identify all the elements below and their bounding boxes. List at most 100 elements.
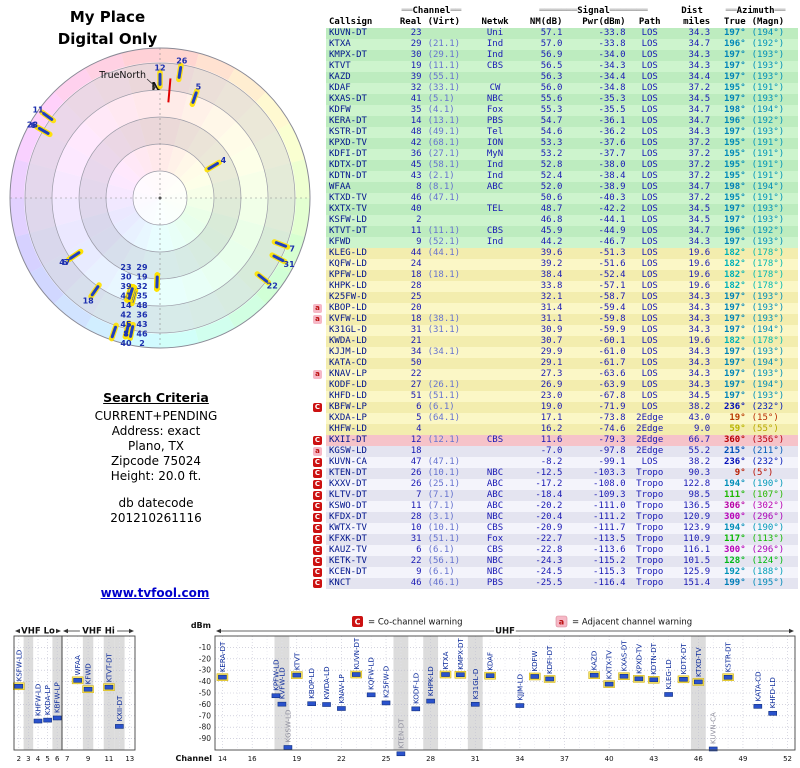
cell-callsign[interactable]: KHPK-LD — [329, 281, 367, 291]
cell-callsign[interactable]: KTVT — [329, 61, 351, 71]
cell-callsign[interactable]: KLEG-LD — [329, 248, 367, 258]
cell-callsign[interactable]: KXII-DT C — [313, 435, 367, 445]
channel-tick-label: 28 — [426, 755, 435, 763]
table-row: KDTN-DT 43 (2.1) Ind 52.4 -38.4 LOS 37.2 195° (19… — [326, 171, 798, 182]
cell-callsign[interactable]: KDAF — [329, 83, 351, 93]
cell-callsign[interactable]: KODF-LD — [329, 380, 367, 390]
cell-callsign[interactable]: KPFW-LD — [329, 270, 367, 280]
cell-callsign[interactable]: KSWO-DT C — [313, 501, 367, 511]
cell-azimuth-true: 197° — [723, 314, 746, 324]
cell-callsign[interactable]: KAZD — [329, 72, 351, 82]
channel-axis-label: Channel — [175, 754, 212, 763]
cell-callsign[interactable]: KDFW — [329, 105, 351, 115]
cell-callsign[interactable]: KJJM-LD — [329, 347, 367, 357]
cell-azimuth-true: 197° — [723, 347, 746, 357]
cell-callsign[interactable]: KBFW-LP C — [313, 402, 367, 412]
tvfool-link[interactable]: www.tvfool.com — [100, 586, 210, 600]
cell-callsign[interactable]: KTXA — [329, 39, 351, 49]
cell-callsign[interactable]: KSTR-DT — [329, 127, 367, 137]
cell-power: -58.7 — [598, 292, 626, 302]
cell-power: -74.6 — [598, 424, 626, 434]
header-azimuth-group: ══Azimuth══ — [725, 6, 786, 16]
table-row: KTXD-TV 46 (47.1) 50.6 -40.3 LOS 37.2 195° (191°… — [326, 193, 798, 204]
signal-bar-label: KDFW — [531, 650, 539, 671]
cell-callsign[interactable]: KFXK-DT C — [313, 534, 367, 544]
cell-azimuth-true: 360° — [723, 435, 746, 445]
cell-power: -63.9 — [598, 380, 626, 390]
cell-callsign[interactable]: KNAV-LP a — [313, 369, 389, 380]
cell-noise-margin: 56.0 — [540, 83, 563, 93]
station-label: 31 — [284, 260, 296, 269]
table-row: KFWD 9 (52.1) Ind 44.2 -46.7 LOS 34.3 197° (193°) — [326, 237, 798, 248]
cell-callsign[interactable]: KAUZ-TV C — [313, 545, 367, 555]
cell-distance: 123.9 — [683, 523, 711, 533]
station-label: 19 — [136, 273, 148, 282]
cell-network: NBC — [486, 512, 504, 522]
cell-callsign[interactable]: KLTV-DT C — [313, 490, 367, 500]
cell-path: LOS — [641, 138, 658, 148]
signal-bar-label: K25FW-D — [383, 666, 391, 698]
cell-network — [474, 72, 516, 83]
cell-network: ABC — [486, 501, 504, 511]
cell-callsign[interactable]: KXTX-TV — [329, 204, 367, 214]
cell-callsign[interactable]: WFAA — [329, 182, 351, 192]
cell-power: -51.3 — [598, 248, 626, 258]
adjacent-channel-legend-text: = Adjacent channel warning — [572, 618, 692, 628]
cell-callsign[interactable]: KNCT C — [313, 578, 351, 588]
cell-callsign[interactable]: KSFW-LD — [329, 215, 367, 225]
cell-callsign[interactable]: K31GL-D — [329, 325, 367, 335]
cell-callsign[interactable]: KHFD-LD — [329, 391, 367, 401]
cell-callsign[interactable]: KWTX-TV C — [313, 523, 367, 533]
cell-callsign[interactable]: KMPX-DT — [329, 50, 367, 60]
cell-azimuth-magnetic: (193°) — [751, 72, 785, 82]
cell-callsign[interactable]: KBOP-LD a — [313, 303, 389, 314]
cell-real-channel: 34 — [410, 347, 422, 357]
table-row: KXTX-TV 40 TEL 48.7 -42.2 LOS 34.5 197° (193°) — [326, 204, 798, 215]
cell-callsign[interactable]: KWDA-LD — [329, 336, 367, 346]
cell-callsign[interactable]: KTVT-DT — [329, 226, 367, 236]
cell-network: NBC — [486, 468, 504, 478]
criteria-line: Height: 20.0 ft. — [110, 469, 202, 483]
signal-bar-label: KDFI-DT — [546, 645, 554, 674]
cell-callsign[interactable]: KDFI-DT — [329, 149, 367, 159]
cell-azimuth-true: 59° — [729, 424, 746, 434]
cell-callsign[interactable]: KQFW-LD — [329, 259, 367, 269]
cell-path: Tropo — [636, 567, 664, 577]
signal-bar-label: KWDA-LD — [323, 667, 331, 700]
cell-callsign[interactable]: KHFW-LD — [329, 424, 367, 434]
cell-callsign[interactable]: KVFW-LD a — [313, 314, 389, 325]
column-header-magn: (Magn) — [751, 17, 785, 27]
co-channel-warning-icon: C — [313, 469, 322, 478]
cell-virtual-channel: (12.1) — [427, 435, 461, 445]
table-row: KDFW 35 (4.1) Fox 55.3 -35.5 LOS 34.7 198° (194°) — [326, 105, 798, 116]
cell-callsign[interactable]: KFWD — [329, 237, 351, 247]
cell-callsign[interactable]: KATA-CD — [329, 358, 367, 368]
cell-callsign[interactable]: KXXV-DT C — [313, 479, 367, 489]
signal-bar-label: KMPX-DT — [457, 638, 465, 670]
range-rings — [9, 47, 311, 349]
cell-path: LOS — [641, 259, 658, 269]
station-label: 23 — [120, 263, 131, 272]
cell-power: -35.5 — [598, 105, 626, 115]
signal-bar — [396, 751, 406, 757]
cell-callsign[interactable]: KXDA-LP — [329, 413, 367, 423]
cell-callsign[interactable]: KGSW-LD a — [313, 446, 389, 457]
station-markers — [33, 62, 291, 342]
cell-callsign[interactable]: KPXD-TV — [329, 138, 367, 148]
cell-callsign[interactable]: K25FW-D — [329, 292, 367, 302]
cell-callsign[interactable]: KCEN-DT C — [313, 567, 367, 577]
cell-virtual-channel: (6.1) — [427, 567, 455, 577]
cell-callsign[interactable]: KERA-DT — [329, 116, 367, 126]
cell-callsign[interactable]: KUVN-CA C — [313, 457, 367, 467]
cell-callsign[interactable]: KETK-TV C — [313, 556, 367, 566]
cell-network — [474, 402, 516, 413]
cell-callsign[interactable]: KDTX-DT — [329, 160, 367, 170]
cell-callsign[interactable]: KXAS-DT — [329, 94, 367, 104]
cell-callsign[interactable]: KUVN-DT — [329, 28, 367, 38]
cell-callsign[interactable]: KDTN-DT — [329, 171, 367, 181]
cell-callsign[interactable]: KTXD-TV — [329, 193, 367, 203]
cell-network — [474, 314, 516, 325]
cell-callsign[interactable]: KTEN-DT C — [313, 468, 367, 478]
cell-callsign[interactable]: KFDX-DT C — [313, 512, 367, 522]
cell-path: LOS — [641, 391, 658, 401]
